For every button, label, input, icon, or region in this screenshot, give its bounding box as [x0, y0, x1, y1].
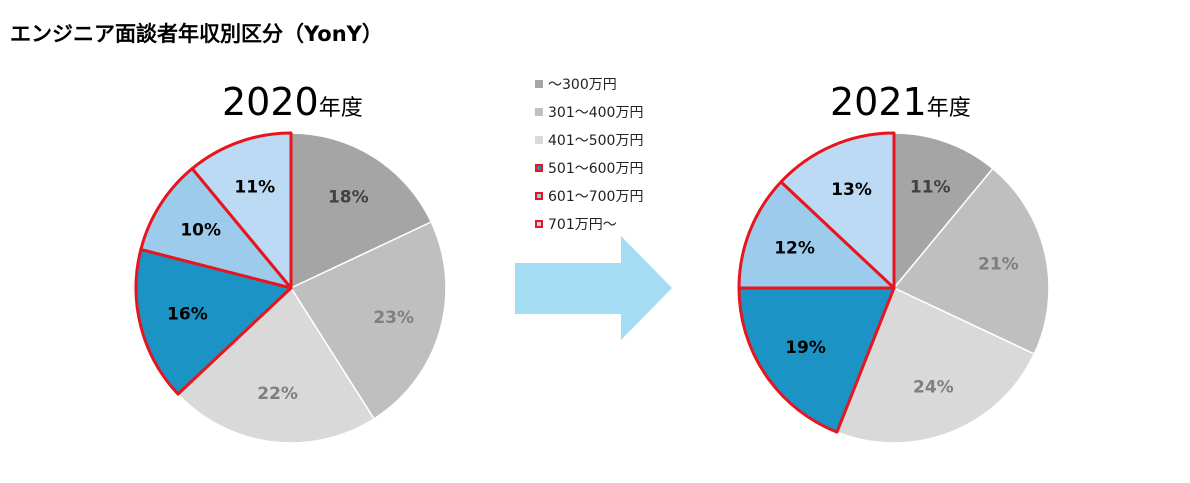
pie-chart-2021: 11% 21% 24% 19% 12% 13%	[737, 131, 1050, 444]
data-label: 16%	[167, 305, 208, 325]
pie-slice	[893, 132, 994, 291]
legend-label: 401～500万円	[548, 133, 644, 149]
chart-title-2020: 2020年度	[222, 80, 363, 124]
chart-title-2021: 2021年度	[830, 80, 971, 124]
data-label: 18%	[328, 188, 369, 208]
legend-item: 701万円～	[535, 210, 643, 238]
data-label: 23%	[373, 308, 414, 328]
pie-slice	[190, 131, 293, 290]
data-label: 22%	[257, 384, 298, 404]
legend-label: ～300万円	[548, 77, 617, 93]
page-title: エンジニア面談者年収別区分（YonY）	[10, 22, 383, 46]
data-label: 19%	[785, 338, 826, 358]
pie-slice	[139, 167, 293, 290]
arrow-right-icon	[515, 236, 672, 340]
legend-item: 501～600万円	[535, 154, 643, 182]
legend-item: 401～500万円	[535, 126, 643, 154]
pie-chart-2020: 18% 23% 22% 16% 10% 11%	[134, 131, 447, 444]
data-label: 24%	[913, 377, 954, 397]
pie-slice	[779, 131, 896, 290]
pie-slice	[134, 247, 293, 396]
legend-item: 601～700万円	[535, 182, 643, 210]
year-number: 2021	[830, 80, 927, 124]
year-suffix: 年度	[318, 96, 363, 121]
data-label: 10%	[180, 221, 221, 241]
legend-swatch	[535, 220, 543, 228]
data-label: 11%	[234, 177, 275, 197]
pie-slice	[176, 286, 376, 444]
legend-swatch	[535, 164, 543, 172]
legend-swatch	[535, 108, 543, 116]
data-label: 21%	[978, 255, 1019, 275]
pie-slice	[892, 167, 1050, 355]
data-label: 11%	[910, 177, 951, 197]
legend-item: 301～400万円	[535, 98, 643, 126]
legend-label: 501～600万円	[548, 161, 644, 177]
data-label: 13%	[831, 180, 872, 200]
legend-swatch	[535, 80, 543, 88]
legend-swatch	[535, 192, 543, 200]
pie-slice	[289, 221, 447, 420]
legend-label: 601～700万円	[548, 189, 644, 205]
year-number: 2020	[222, 80, 319, 124]
legend: ～300万円 301～400万円 401～500万円 501～600万円 601…	[535, 70, 643, 238]
data-label: 12%	[774, 239, 815, 259]
pie-slice	[737, 180, 896, 290]
legend-label: 701万円～	[548, 217, 617, 233]
legend-swatch	[535, 136, 543, 144]
year-suffix: 年度	[926, 96, 971, 121]
pie-slice	[835, 286, 1036, 444]
legend-label: 301～400万円	[548, 105, 644, 121]
pie-slice	[290, 132, 433, 290]
legend-item: ～300万円	[535, 70, 643, 98]
pie-slice	[737, 286, 896, 434]
